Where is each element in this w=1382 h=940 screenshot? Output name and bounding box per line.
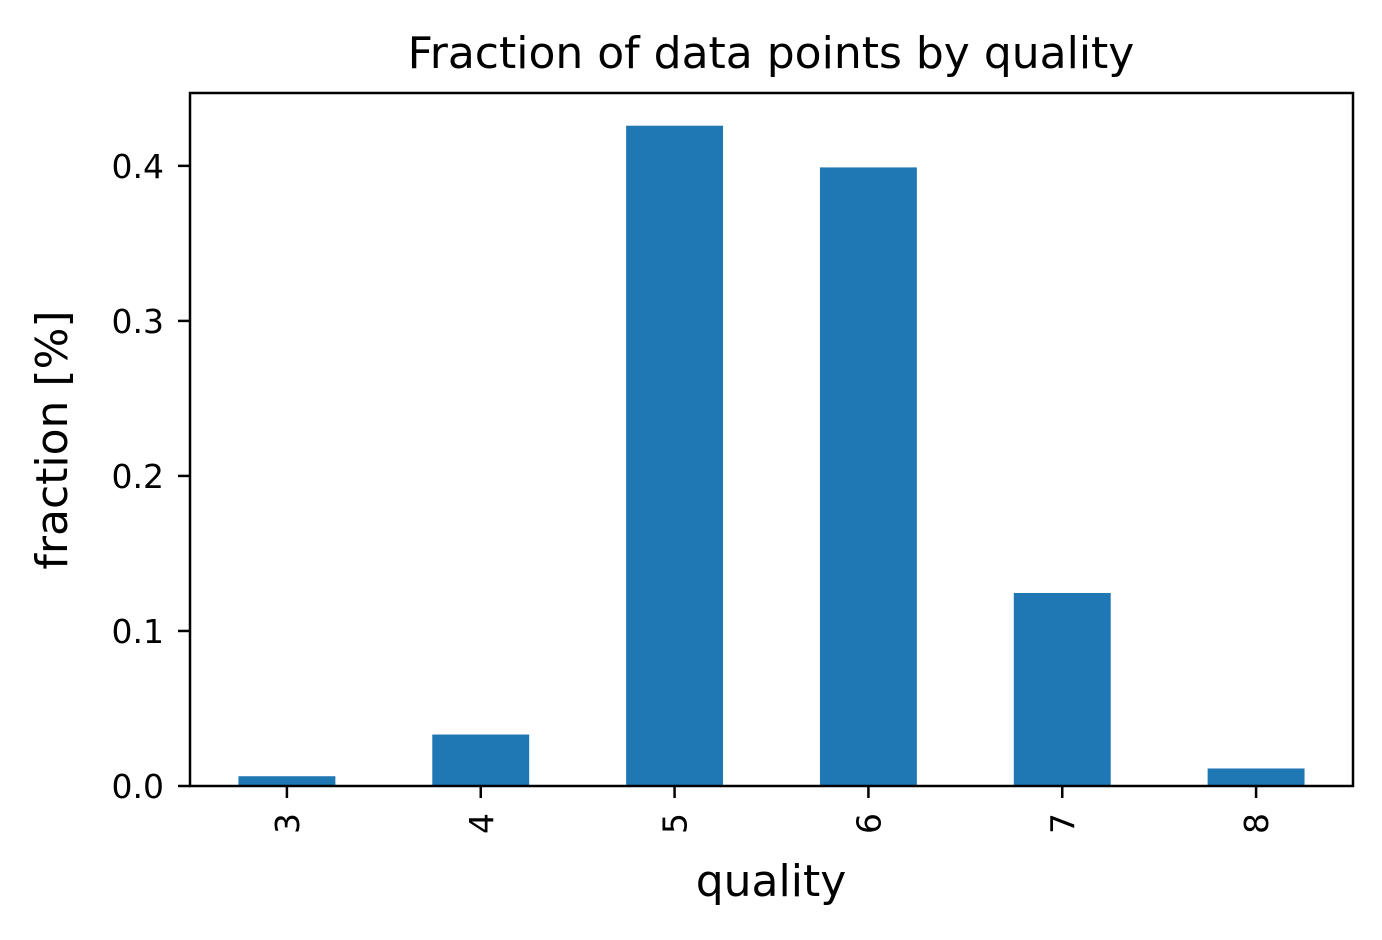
bar-quality-6 [819, 167, 917, 786]
bar-quality-4 [432, 734, 530, 786]
plot-frame [188, 91, 1355, 788]
x-tick-label: 5 [656, 813, 695, 834]
bar-quality-3 [238, 776, 336, 786]
x-axis-ticks: 3 4 5 6 7 8 [268, 786, 1276, 834]
y-tick-label: 0.3 [112, 302, 164, 341]
bar-quality-5 [626, 125, 724, 786]
bar-quality-8 [1207, 768, 1305, 786]
chart-title: Fraction of data points by quality [408, 28, 1135, 79]
x-tick-label: 4 [462, 813, 501, 834]
y-tick-label: 0.4 [112, 147, 164, 186]
x-tick-label: 7 [1043, 813, 1082, 834]
bar-quality-7 [1013, 592, 1111, 786]
y-tick-label: 0.0 [112, 767, 164, 806]
y-tick-label: 0.2 [112, 457, 164, 496]
y-axis-label: fraction [%] [27, 310, 78, 569]
y-tick-label: 0.1 [112, 612, 164, 651]
y-axis-ticks: 0.0 0.1 0.2 0.3 0.4 [112, 147, 190, 806]
x-tick-label: 3 [268, 813, 307, 834]
x-tick-label: 6 [849, 813, 888, 834]
x-axis-label: quality [696, 856, 847, 907]
x-tick-label: 8 [1237, 813, 1276, 834]
bars-group [238, 125, 1305, 786]
